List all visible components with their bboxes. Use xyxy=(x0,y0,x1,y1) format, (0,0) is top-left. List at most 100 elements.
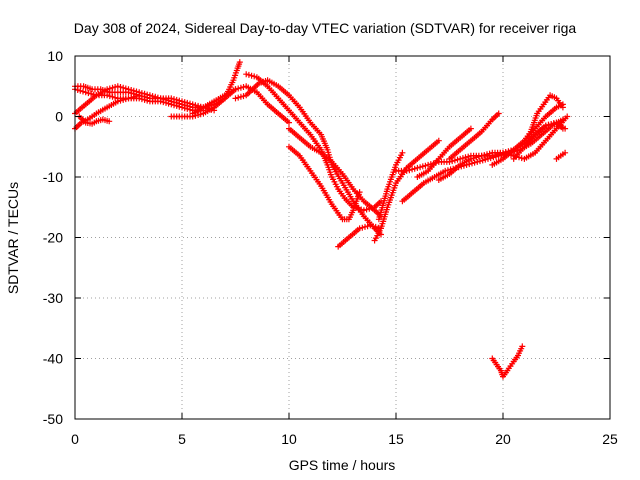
data-point xyxy=(500,149,506,156)
data-point xyxy=(144,94,151,101)
data-point xyxy=(486,150,493,157)
data-point xyxy=(425,161,432,168)
data-point xyxy=(232,86,239,93)
data-point xyxy=(160,96,167,103)
data-point xyxy=(442,167,449,174)
series-arc-24 xyxy=(489,343,526,380)
data-point xyxy=(236,59,243,66)
data-point xyxy=(122,96,129,103)
data-point xyxy=(482,156,489,163)
data-point xyxy=(184,102,191,109)
data-point xyxy=(106,118,113,125)
y-tick-label: -40 xyxy=(43,351,63,367)
data-point xyxy=(414,164,421,171)
series-arc-5 xyxy=(72,83,143,99)
data-point xyxy=(474,158,481,165)
x-tick-label: 25 xyxy=(602,431,618,447)
series-arc-23 xyxy=(553,149,569,162)
data-point xyxy=(85,90,92,97)
data-point xyxy=(130,90,137,97)
data-point xyxy=(462,154,469,161)
data-point xyxy=(82,89,89,96)
data-point xyxy=(232,95,239,102)
data-point xyxy=(478,152,485,159)
series-arc-7 xyxy=(189,83,292,126)
data-point xyxy=(370,223,376,230)
data-point xyxy=(356,189,363,196)
data-point xyxy=(467,155,474,162)
series-line xyxy=(491,345,524,378)
data-point xyxy=(363,206,370,213)
grid xyxy=(75,56,610,419)
data-point xyxy=(165,97,172,104)
series-layer xyxy=(72,59,571,380)
data-point xyxy=(477,158,483,165)
x-tick-label: 5 xyxy=(178,431,186,447)
data-point xyxy=(125,89,132,96)
data-point xyxy=(251,73,258,80)
data-point xyxy=(375,224,382,231)
data-point xyxy=(519,343,526,350)
data-point xyxy=(454,156,461,163)
data-point xyxy=(422,162,429,169)
data-point xyxy=(457,155,464,162)
y-axis-label: SDTVAR / TECUs xyxy=(5,182,21,294)
data-point xyxy=(550,120,557,127)
data-point xyxy=(403,167,410,174)
data-point xyxy=(286,119,292,126)
y-tick-label: -50 xyxy=(43,411,63,427)
data-point xyxy=(399,149,406,156)
x-tick-label: 15 xyxy=(388,431,404,447)
series-arc-10 xyxy=(286,125,384,220)
chart-title: Day 308 of 2024, Sidereal Day-to-day VTE… xyxy=(74,20,577,36)
data-point xyxy=(235,94,242,101)
data-point xyxy=(80,88,86,95)
series-arc-8 xyxy=(232,77,384,238)
data-point xyxy=(133,91,140,98)
data-point xyxy=(559,125,566,132)
series-line xyxy=(245,73,382,212)
series-arc-19 xyxy=(446,110,502,162)
data-point xyxy=(562,149,569,156)
series-arc-11 xyxy=(286,143,363,223)
data-point xyxy=(176,100,183,107)
data-point xyxy=(197,111,204,118)
data-point xyxy=(136,92,143,99)
data-point xyxy=(117,84,124,90)
data-point xyxy=(235,85,242,92)
y-axis: -50 -40 -30 -20 -10 0 10 xyxy=(43,48,610,427)
data-point xyxy=(470,155,477,162)
data-point xyxy=(367,222,374,229)
data-point xyxy=(138,93,145,100)
series-arc-4 xyxy=(76,113,113,127)
data-point xyxy=(356,225,363,232)
data-point xyxy=(240,93,247,100)
data-point xyxy=(171,99,177,106)
x-axis: 0 5 10 15 20 25 xyxy=(71,56,618,447)
data-point xyxy=(359,224,366,231)
y-tick-label: -10 xyxy=(43,169,63,185)
data-point xyxy=(493,153,499,160)
data-point xyxy=(411,165,418,172)
y-tick-label: 10 xyxy=(47,48,63,64)
data-point xyxy=(559,116,566,123)
x-tick-label: 20 xyxy=(495,431,511,447)
data-point xyxy=(471,159,478,166)
data-point xyxy=(542,122,549,129)
data-point xyxy=(364,223,371,230)
data-point xyxy=(245,71,252,78)
x-tick-label: 10 xyxy=(281,431,297,447)
data-point xyxy=(467,125,474,132)
data-point xyxy=(548,121,555,128)
data-point xyxy=(114,83,121,90)
x-tick-label: 0 xyxy=(71,431,79,447)
series-arc-22 xyxy=(521,92,566,144)
series-arc-13 xyxy=(371,137,442,244)
data-point xyxy=(106,85,113,92)
y-tick-label: 0 xyxy=(55,109,63,125)
x-axis-label: GPS time / hours xyxy=(289,457,396,473)
data-point xyxy=(487,155,494,162)
data-point xyxy=(427,161,434,168)
data-point xyxy=(485,155,491,162)
